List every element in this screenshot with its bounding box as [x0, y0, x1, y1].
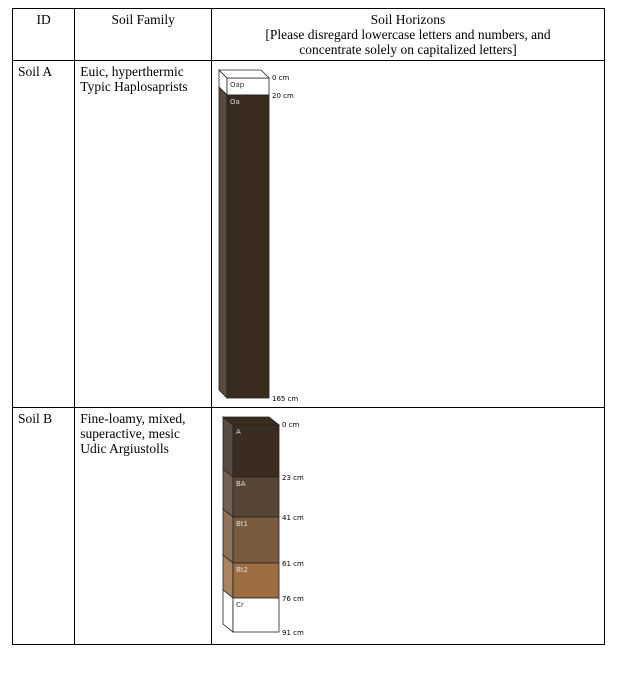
- horizon-Oa: [226, 94, 270, 399]
- header-row: ID Soil Family Soil Horizons [Please dis…: [11, 8, 605, 61]
- depth-label: 0 cm: [272, 74, 290, 82]
- table-row: Soil A Euic, hyperthermic Typic Haplosap…: [11, 60, 605, 408]
- horizons-title: Soil Horizons: [370, 12, 446, 27]
- depth-label: 165 cm: [272, 395, 298, 403]
- horizon-side: [218, 86, 228, 399]
- horizon-BA: [232, 476, 280, 518]
- header-id: ID: [11, 8, 76, 61]
- horizon-label: A: [236, 428, 241, 436]
- horizon-label: Bt2: [236, 566, 248, 574]
- depth-label: 0 cm: [282, 421, 300, 429]
- horizon-label: Oa: [230, 98, 240, 106]
- depth-label: 76 cm: [282, 595, 304, 603]
- horizon-side: [222, 508, 234, 564]
- horizon-label: Bt1: [236, 520, 248, 528]
- horizon-Bt2: [232, 562, 280, 599]
- horizon-side: [222, 589, 234, 633]
- horizon-Cr: [232, 597, 280, 633]
- table-row: Soil B Fine-loamy, mixed, superactive, m…: [11, 407, 605, 645]
- horizons-note: [Please disregard lowercase letters and …: [265, 27, 551, 57]
- soil-profile-a: Oap Oa 0 cm 20 cm 165 cm: [211, 60, 605, 408]
- soil-id: Soil B: [11, 407, 76, 645]
- header-family: Soil Family: [74, 8, 212, 61]
- horizon-side: [222, 416, 234, 478]
- horizon-Bt1: [232, 516, 280, 564]
- depth-label: 20 cm: [272, 92, 294, 100]
- depth-label: 61 cm: [282, 560, 304, 568]
- horizon-label: Cr: [236, 601, 244, 609]
- depth-label: 91 cm: [282, 629, 304, 637]
- header-horizons: Soil Horizons [Please disregard lowercas…: [211, 8, 605, 61]
- column-top: [218, 69, 270, 79]
- soil-profile-b: A BA Bt1 Bt2 Cr 0 cm 23 cm 41 cm 61 cm 76 cm 91 cm: [211, 407, 605, 645]
- soil-family: Fine-loamy, mixed, superactive, mesic Ud…: [74, 407, 212, 645]
- depth-label: 23 cm: [282, 474, 304, 482]
- soil-table: ID Soil Family Soil Horizons [Please dis…: [11, 8, 605, 645]
- horizon-label: BA: [236, 480, 246, 488]
- soil-family: Euic, hyperthermic Typic Haplosaprists: [74, 60, 212, 408]
- depth-label: 41 cm: [282, 514, 304, 522]
- column-top: [221, 416, 281, 426]
- soil-id: Soil A: [11, 60, 76, 408]
- horizon-A: [232, 424, 280, 478]
- horizon-label: Oap: [230, 81, 245, 89]
